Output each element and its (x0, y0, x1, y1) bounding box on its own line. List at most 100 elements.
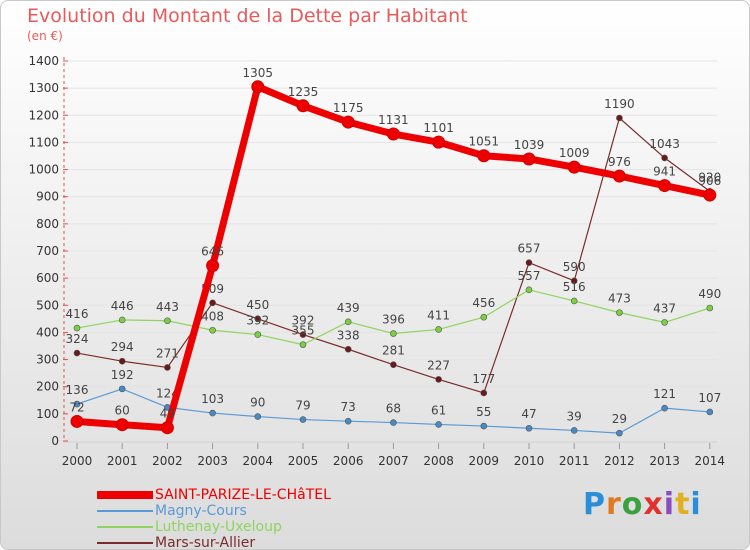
data-point (115, 418, 129, 432)
data-point (390, 419, 397, 426)
data-label: 227 (427, 358, 450, 372)
data-label: 355 (292, 324, 315, 338)
x-tick-label: 2002 (152, 454, 183, 468)
y-tick-label: 900 (36, 190, 59, 204)
x-tick-label: 2004 (243, 454, 274, 468)
data-point (299, 341, 307, 348)
data-point (525, 424, 533, 432)
y-tick-label: 300 (36, 353, 59, 367)
data-label: 68 (386, 402, 401, 416)
data-label: 473 (608, 292, 631, 306)
data-label: 60 (115, 404, 130, 418)
data-label: 271 (156, 346, 179, 360)
x-tick-label: 2014 (695, 454, 726, 468)
data-label: 976 (608, 155, 631, 169)
data-point (160, 421, 174, 435)
data-label: 1101 (423, 121, 454, 135)
data-point (390, 330, 397, 337)
data-label: 55 (476, 405, 491, 419)
x-tick-label: 2013 (649, 454, 680, 468)
data-label: 516 (563, 280, 586, 294)
data-label: 1039 (514, 138, 545, 152)
data-label: 103 (201, 392, 224, 406)
data-point (254, 315, 262, 323)
proxiti-logo: Proxiti (583, 487, 702, 522)
data-label: 906 (698, 174, 721, 188)
data-point (525, 259, 533, 266)
x-tick-label: 2005 (288, 454, 319, 468)
x-tick-label: 2007 (378, 454, 409, 468)
data-point (209, 326, 216, 334)
data-point (706, 408, 714, 416)
data-point (435, 326, 442, 333)
y-tick-label: 1300 (28, 81, 59, 95)
data-label: 90 (250, 396, 265, 410)
data-point (432, 135, 446, 149)
data-label: 396 (382, 313, 405, 327)
y-tick-label: 1400 (28, 54, 59, 68)
data-point (661, 319, 668, 326)
data-label: 437 (653, 301, 676, 315)
data-point (386, 127, 400, 141)
data-point (296, 99, 310, 113)
y-tick-label: 600 (36, 271, 59, 285)
y-tick-label: 500 (36, 298, 59, 312)
data-label: 941 (653, 165, 676, 179)
data-point (254, 413, 262, 420)
chart-subtitle: (en €) (27, 29, 63, 43)
data-label: 1009 (559, 146, 590, 160)
data-label: 324 (66, 332, 89, 346)
data-label: 1190 (604, 97, 635, 111)
data-label: 411 (427, 308, 450, 322)
data-label: 47 (521, 407, 536, 421)
data-label: 920 (698, 170, 721, 184)
data-label: 79 (295, 399, 310, 413)
data-point (344, 345, 352, 353)
data-point (251, 80, 265, 94)
y-tick-label: 1000 (28, 163, 59, 177)
data-point (118, 316, 126, 324)
data-point (164, 364, 171, 371)
data-label: 29 (612, 412, 627, 426)
data-label: 73 (341, 400, 356, 414)
x-tick-label: 2010 (514, 454, 545, 468)
data-point (616, 429, 623, 437)
data-point (522, 152, 536, 166)
data-point (73, 324, 81, 332)
data-point (661, 154, 668, 162)
data-label: 1131 (378, 113, 409, 127)
legend-swatch (97, 510, 153, 512)
data-label: 408 (201, 309, 224, 323)
data-label: 39 (567, 409, 582, 423)
data-label: 646 (201, 245, 224, 259)
data-point (73, 400, 81, 408)
y-tick-label: 700 (36, 244, 59, 258)
data-point (570, 277, 578, 285)
data-point (73, 349, 81, 357)
legend-swatch (97, 491, 153, 499)
data-label: 121 (653, 387, 676, 401)
data-label: 392 (292, 314, 315, 328)
y-tick-label: 800 (36, 217, 59, 231)
data-point (567, 160, 581, 174)
data-point (299, 331, 307, 338)
data-point (616, 114, 623, 122)
x-tick-label: 2000 (62, 454, 93, 468)
data-label: 590 (563, 260, 586, 274)
data-point (480, 422, 488, 430)
data-label: 446 (111, 299, 134, 313)
data-label: 294 (111, 340, 134, 354)
x-tick-label: 2009 (469, 454, 500, 468)
data-label: 49 (160, 407, 175, 421)
data-point (703, 188, 717, 202)
y-tick-label: 400 (36, 325, 59, 339)
data-label: 657 (518, 242, 541, 256)
data-point (661, 404, 668, 412)
data-label: 416 (66, 307, 89, 321)
data-point (344, 318, 352, 326)
